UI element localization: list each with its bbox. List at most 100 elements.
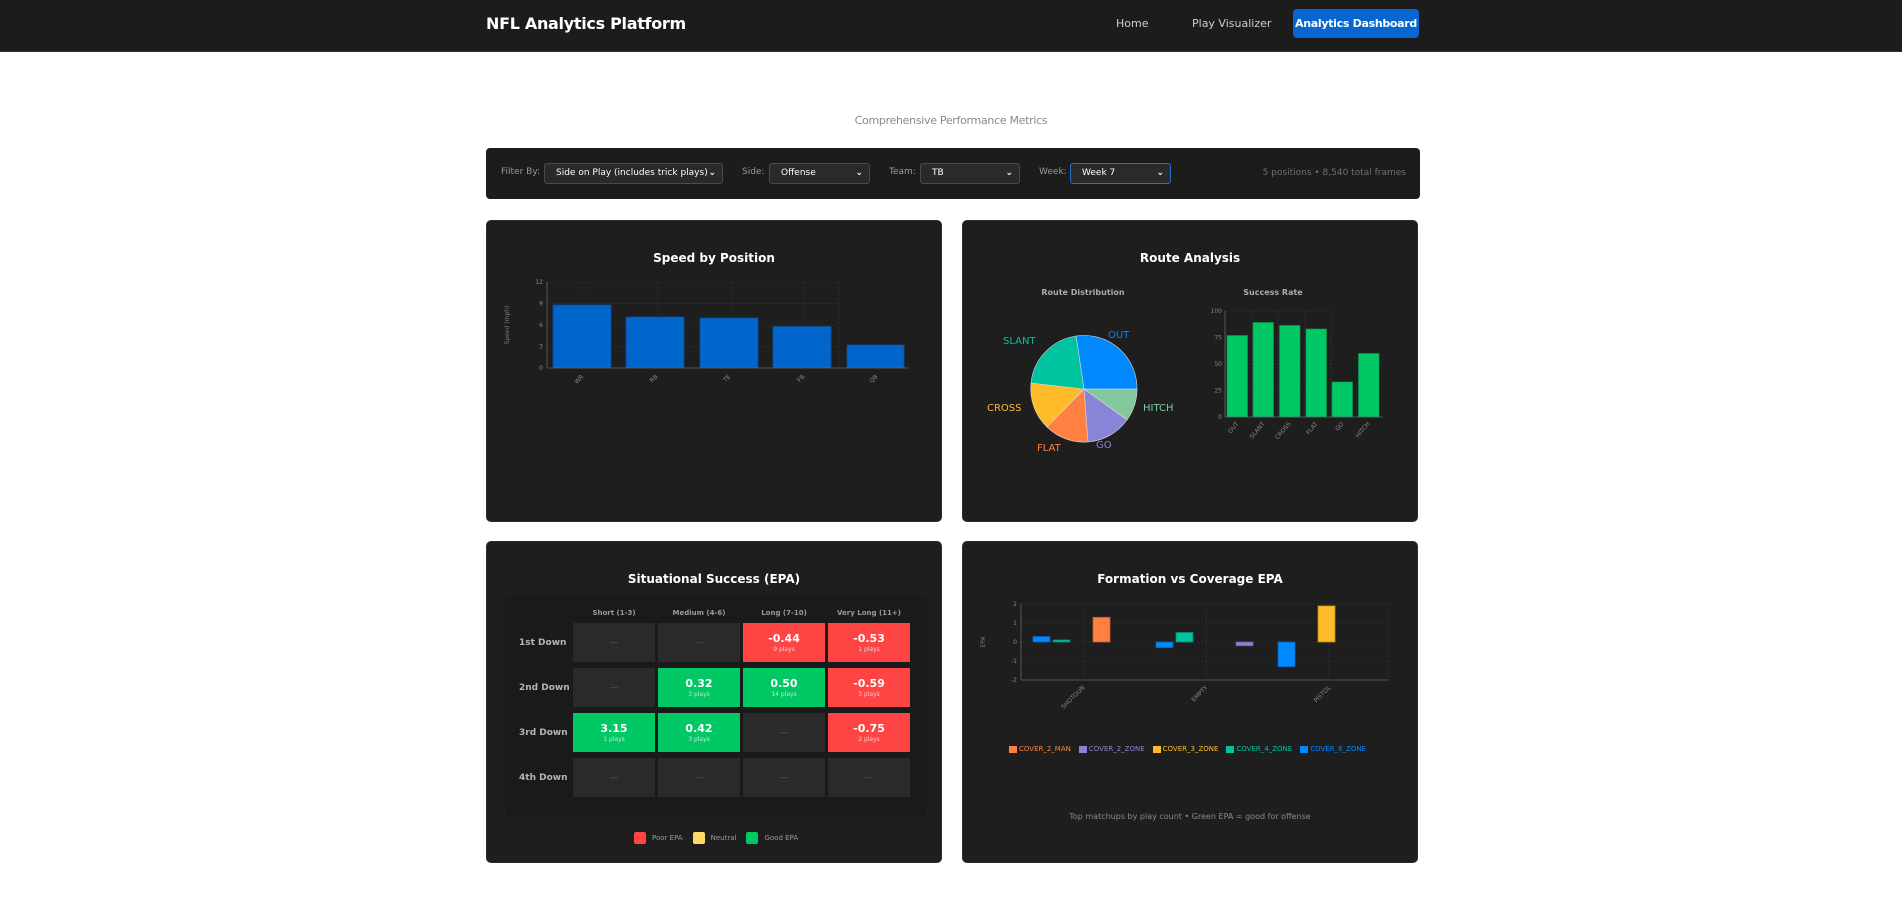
filter-by-select[interactable]: Side on Play (includes trick plays) ⌄ (544, 163, 723, 184)
route-charts: OUT HITCH GO FLAT CROSS SLANT (987, 308, 1383, 454)
svg-text:EPA: EPA (980, 636, 987, 648)
chevron-down-icon: ⌄ (1005, 168, 1013, 178)
svg-text:FB: FB (796, 373, 806, 383)
svg-text:9: 9 (539, 301, 543, 308)
heatmap-cell[interactable]: -0.59 3 plays (827, 667, 911, 708)
svg-text:GO: GO (1334, 421, 1346, 433)
formation-footnote: Top matchups by play count • Green EPA =… (1069, 812, 1311, 821)
poor-swatch (634, 832, 646, 844)
situational-success-card: Situational Success (EPA) Short (1-3) Me… (486, 541, 942, 863)
svg-text:GO: GO (1096, 440, 1112, 451)
chevron-down-icon: ⌄ (1156, 168, 1164, 178)
svg-text:TE: TE (721, 373, 732, 384)
column-header: Short (1-3) (592, 609, 636, 617)
svg-text:PISTOL: PISTOL (1313, 684, 1333, 704)
heatmap-cell[interactable]: 0.50 14 plays (742, 667, 826, 708)
heatmap-cell[interactable]: — (742, 757, 826, 798)
svg-text:SHOTGUN: SHOTGUN (1060, 684, 1086, 710)
heatmap-cell[interactable]: 0.32 3 plays (657, 667, 741, 708)
coverage-legend: COVER_2_MAN COVER_2_ZONE COVER_3_ZONE CO… (1009, 745, 1366, 753)
side-select[interactable]: Offense ⌄ (769, 163, 870, 184)
row-header: 1st Down (519, 638, 567, 648)
column-header: Long (7-10) (761, 609, 807, 617)
filter-bar: Filter By: Side on Play (includes trick … (486, 148, 1420, 199)
svg-text:75: 75 (1214, 335, 1222, 342)
svg-text:0: 0 (1218, 414, 1222, 421)
heatmap-cell[interactable]: — (657, 757, 741, 798)
svg-text:QB: QB (868, 373, 879, 384)
svg-text:100: 100 (1211, 308, 1223, 315)
legend-label: Poor EPA (652, 834, 683, 842)
svg-text:EMPTY: EMPTY (1190, 684, 1209, 703)
chevron-down-icon: ⌄ (708, 168, 716, 178)
nav-analytics-dashboard[interactable]: Analytics Dashboard (1293, 9, 1419, 38)
row-header: 2nd Down (519, 683, 570, 693)
good-swatch (746, 832, 759, 844)
formation-coverage-card: Formation vs Coverage EPA 2 1 (962, 541, 1418, 863)
svg-text:50: 50 (1214, 361, 1222, 368)
svg-text:12: 12 (535, 279, 543, 286)
heatmap-cell[interactable]: — (657, 622, 741, 663)
column-header: Medium (4-6) (672, 609, 726, 617)
legend-cover-3-zone[interactable]: COVER_3_ZONE (1152, 745, 1218, 753)
heatmap-cell[interactable]: — (572, 622, 656, 663)
row-header: 4th Down (519, 773, 568, 783)
week-select[interactable]: Week 7 ⌄ (1070, 163, 1171, 184)
week-label: Week: (1039, 167, 1067, 177)
formation-card-title: Formation vs Coverage EPA (1097, 572, 1283, 586)
svg-text:2: 2 (1013, 601, 1017, 608)
heatmap-cell[interactable]: — (827, 757, 911, 798)
svg-text:FLAT: FLAT (1305, 421, 1320, 437)
team-value: TB (932, 168, 944, 178)
speed-by-position-card: Speed by Position 12 9 6 3 0 (486, 220, 942, 522)
nav-home[interactable]: Home (1116, 17, 1149, 30)
legend-cover-6-zone[interactable]: COVER_6_ZONE (1300, 745, 1366, 753)
route-distribution-title: Route Distribution (1041, 288, 1125, 297)
formation-epa-chart: 2 1 0 -1 -2 EPA SHOTGUN EMPTY PISTOL (980, 601, 1390, 711)
heatmap-cell[interactable]: — (742, 712, 826, 753)
column-header: Very Long (11+) (837, 609, 901, 617)
heatmap-cell[interactable]: 0.42 3 plays (657, 712, 741, 753)
heatmap-cell[interactable]: -0.75 2 plays (827, 712, 911, 753)
legend-label: Good EPA (764, 834, 799, 842)
legend-cover-4-zone[interactable]: COVER_4_ZONE (1226, 745, 1292, 753)
route-pie-chart (1030, 335, 1138, 443)
svg-text:RB: RB (649, 373, 660, 384)
epa-heatmap: Short (1-3) Medium (4-6) Long (7-10) Ver… (505, 595, 927, 817)
legend-cover-2-zone[interactable]: COVER_2_ZONE (1078, 745, 1145, 753)
row-header: 3rd Down (519, 728, 568, 738)
filter-by-value: Side on Play (includes trick plays) (556, 168, 708, 178)
route-card-title: Route Analysis (1139, 251, 1241, 265)
nav-play-visualizer[interactable]: Play Visualizer (1192, 17, 1272, 30)
svg-text:FLAT: FLAT (1037, 443, 1062, 454)
legend-label: Neutral (710, 834, 737, 842)
filter-summary: 5 positions • 8,540 total frames (1262, 168, 1406, 178)
legend-cover-2-man[interactable]: COVER_2_MAN (1009, 745, 1071, 753)
brand-title[interactable]: NFL Analytics Platform (486, 14, 686, 33)
team-select[interactable]: TB ⌄ (920, 163, 1020, 184)
top-nav-bar: NFL Analytics Platform Home Play Visuali… (0, 0, 1902, 52)
heatmap-cell[interactable]: 3.15 1 plays (572, 712, 656, 753)
success-rate-title: Success Rate (1243, 288, 1303, 297)
neutral-swatch (692, 832, 705, 844)
svg-text:SLANT: SLANT (1003, 336, 1036, 347)
svg-text:OUT: OUT (1227, 421, 1241, 436)
heatmap-cell[interactable]: — (572, 757, 656, 798)
svg-text:25: 25 (1214, 388, 1222, 395)
side-value: Offense (781, 168, 816, 178)
team-label: Team: (889, 167, 916, 177)
svg-text:-2: -2 (1011, 677, 1017, 684)
heatmap-cell[interactable]: -0.44 9 plays (742, 622, 826, 663)
svg-text:1: 1 (1013, 620, 1017, 627)
heatmap-cell[interactable]: — (572, 667, 656, 708)
svg-text:HITCH: HITCH (1143, 403, 1174, 414)
svg-text:Speed (mph): Speed (mph) (504, 306, 511, 345)
speed-card-title: Speed by Position (653, 251, 775, 265)
speed-bar-chart: 12 9 6 3 0 Speed (mph) WR RB TE FB QB (504, 279, 909, 386)
week-value: Week 7 (1082, 168, 1116, 178)
route-analysis-card: Route Analysis Route Distribution Succes… (962, 220, 1418, 522)
svg-text:CROSS: CROSS (1274, 421, 1293, 442)
svg-text:3: 3 (539, 344, 543, 351)
heatmap-cell[interactable]: -0.53 1 plays (827, 622, 911, 663)
svg-text:CROSS: CROSS (987, 403, 1022, 414)
